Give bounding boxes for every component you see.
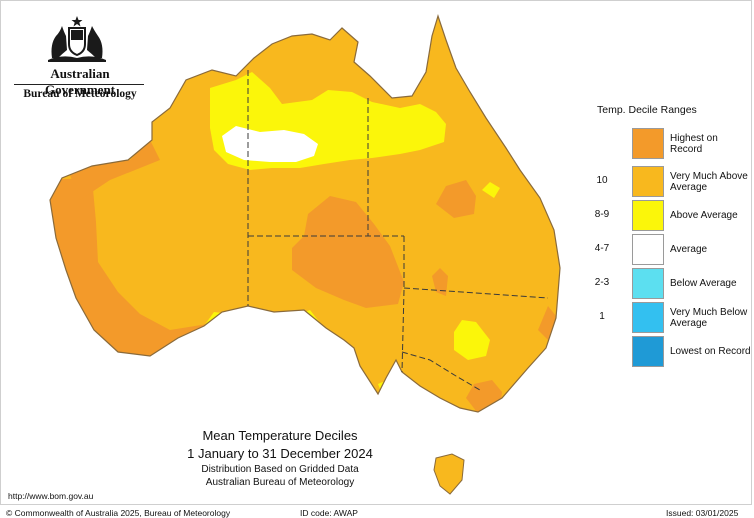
legend-label: Average (670, 244, 708, 255)
legend-swatch-very-much-below (632, 302, 664, 333)
legend-swatch-below (632, 268, 664, 299)
legend-swatch-lowest (632, 336, 664, 367)
legend-label: Below Average (670, 278, 737, 289)
map-distribution-note: Distribution Based on Gridded Data (201, 464, 359, 475)
above-average-region-nsw (454, 320, 490, 360)
legend-item-highest-on-record: Highest on Record (582, 128, 752, 160)
legend-code: 8-9 (594, 209, 610, 220)
map-period: 1 January to 31 December 2024 (187, 446, 373, 461)
legend-label: Above Average (670, 210, 738, 221)
legend-label: Very Much Above Average (670, 170, 748, 193)
legend-code: 2-3 (594, 277, 610, 288)
tasmania (433, 453, 465, 495)
copyright-notice: © Commonwealth of Australia 2025, Bureau… (6, 508, 231, 518)
legend-item-lowest-on-record: Lowest on Record (582, 336, 752, 368)
legend-label: Very Much Below Average (670, 306, 748, 329)
legend-swatch-very-much-above (632, 166, 664, 197)
average-region (222, 126, 318, 162)
legend-code: 1 (599, 311, 605, 322)
legend-item-very-much-below-average: 1 Very Much Below Average (582, 302, 752, 334)
bom-url-link[interactable]: http://www.bom.gov.au (8, 491, 94, 501)
issued-date: Issued: 03/01/2025 (666, 508, 739, 518)
legend-swatch-average (632, 234, 664, 265)
record-region-nsw-small (432, 268, 448, 296)
above-average-region-qld (482, 182, 500, 198)
bureau-title: Bureau of Meteorology (23, 88, 137, 100)
legend-code: 10 (596, 175, 608, 186)
legend-title: Temp. Decile Ranges (597, 104, 697, 116)
map-frame (0, 0, 752, 505)
map-source: Australian Bureau of Meteorology (205, 477, 355, 488)
coat-of-arms-icon (48, 16, 106, 62)
record-region-central (292, 196, 404, 308)
state-borders (247, 70, 549, 391)
legend-item-below-average: 2-3 Below Average (582, 268, 752, 300)
legend-label: Highest on Record (670, 132, 718, 155)
record-region-queensland (436, 180, 476, 218)
government-title: Australian Government (44, 66, 116, 97)
header-divider (14, 84, 144, 85)
legend-item-very-much-above-average: 10 Very Much Above Average (582, 166, 752, 198)
map-title: Mean Temperature Deciles (202, 428, 358, 443)
legend-code: 4-7 (594, 243, 610, 254)
legend-swatch-highest (632, 128, 664, 159)
legend-item-average: 4-7 Average (582, 234, 752, 266)
legend-swatch-above (632, 200, 664, 231)
legend-label: Lowest on Record (670, 346, 751, 357)
id-code: ID code: AWAP (300, 508, 358, 518)
legend-item-above-average: 8-9 Above Average (582, 200, 752, 232)
